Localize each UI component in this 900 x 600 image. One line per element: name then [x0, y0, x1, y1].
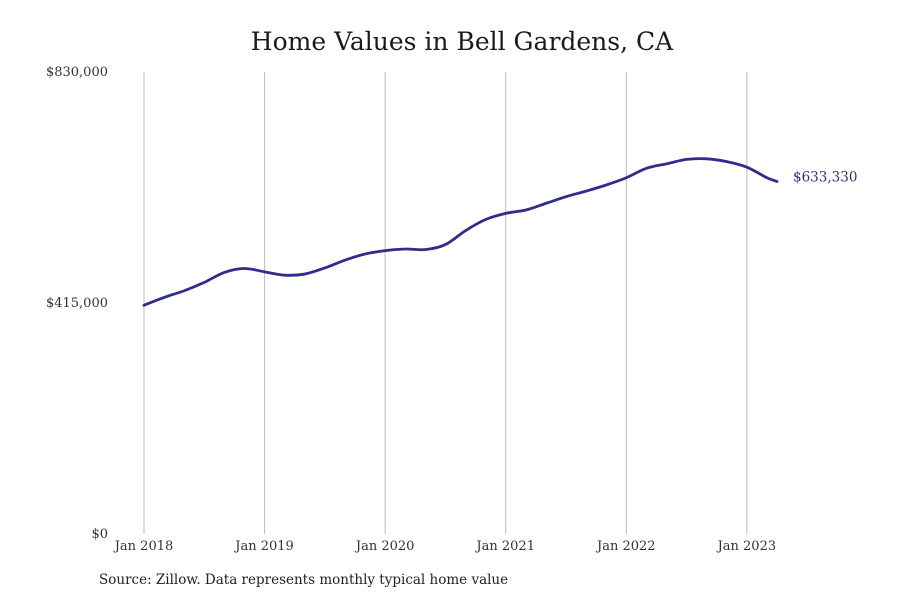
- end-value-label: $633,330: [793, 169, 857, 185]
- x-tick-label: Jan 2022: [595, 539, 656, 554]
- y-tick-label: $0: [91, 527, 108, 542]
- x-tick-label: Jan 2018: [113, 539, 174, 554]
- gridlines: [143, 72, 748, 534]
- x-tick-label: Jan 2023: [716, 539, 777, 554]
- line-chart: $0$415,000$830,000 Jan 2018 Jan 2019 Jan 2…: [46, 65, 857, 554]
- x-tick-label: Jan 2021: [474, 539, 535, 554]
- series-layer: $633,330: [142, 157, 857, 307]
- x-tick-label: Jan 2019: [233, 539, 294, 554]
- series-line-0: [142, 157, 779, 307]
- y-tick-label: $830,000: [46, 65, 108, 80]
- chart-title: Home Values in Bell Gardens, CA: [250, 27, 674, 56]
- source-note: Source: Zillow. Data represents monthly …: [99, 572, 509, 588]
- x-tick-label: Jan 2020: [354, 539, 415, 554]
- y-tick-label: $415,000: [46, 296, 108, 311]
- y-axis: $0 $415,000 $830,000: [46, 65, 108, 542]
- x-axis: Jan 2018 Jan 2019 Jan 2020 Jan 2021 Jan 2022…: [113, 539, 776, 554]
